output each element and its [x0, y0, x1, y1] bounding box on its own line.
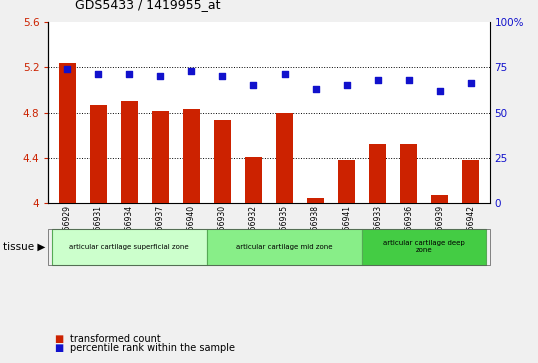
Point: [218, 73, 226, 79]
Bar: [362, 229, 486, 265]
Text: articular cartilage deep
zone: articular cartilage deep zone: [384, 240, 465, 253]
Bar: [59, 62, 76, 203]
Point: [342, 82, 351, 88]
Bar: [52, 229, 207, 265]
Text: percentile rank within the sample: percentile rank within the sample: [70, 343, 235, 354]
Bar: [183, 109, 200, 203]
Text: tissue ▶: tissue ▶: [3, 242, 46, 252]
Point: [436, 88, 444, 94]
Bar: [214, 121, 231, 203]
Text: articular cartilage mid zone: articular cartilage mid zone: [236, 244, 333, 250]
Point: [63, 66, 72, 72]
Point: [187, 68, 196, 74]
Text: ■: ■: [54, 343, 63, 354]
Bar: [400, 144, 417, 203]
Bar: [207, 229, 362, 265]
Text: transformed count: transformed count: [70, 334, 161, 344]
Bar: [152, 111, 169, 203]
Bar: [245, 157, 262, 203]
Point: [373, 77, 382, 83]
Point: [466, 81, 475, 86]
Text: articular cartilage superficial zone: articular cartilage superficial zone: [69, 244, 189, 250]
Point: [156, 73, 165, 79]
Text: ■: ■: [54, 334, 63, 344]
Bar: [276, 113, 293, 203]
Point: [125, 72, 133, 77]
Bar: [369, 144, 386, 203]
Bar: [338, 160, 355, 203]
Bar: [90, 105, 107, 203]
Bar: [431, 195, 448, 203]
Point: [249, 82, 258, 88]
Text: GDS5433 / 1419955_at: GDS5433 / 1419955_at: [75, 0, 221, 11]
Point: [94, 72, 102, 77]
Bar: [121, 101, 138, 203]
Point: [280, 72, 289, 77]
Bar: [307, 197, 324, 203]
Point: [405, 77, 413, 83]
Bar: [462, 160, 479, 203]
Point: [312, 86, 320, 92]
